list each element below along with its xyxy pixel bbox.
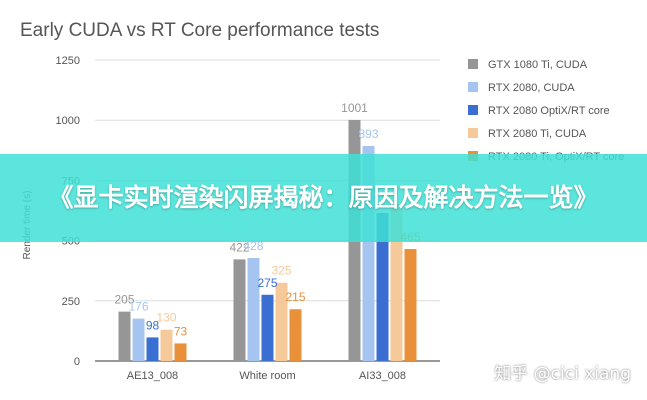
- x-tick-label: AI33_008: [359, 370, 406, 382]
- data-label: 205: [114, 293, 134, 307]
- y-tick-label: 1250: [56, 55, 80, 67]
- data-label: 130: [156, 311, 176, 325]
- bar: [275, 282, 288, 361]
- legend-label: RTX 2080 Ti, CUDA: [488, 128, 587, 140]
- bar: [404, 249, 417, 361]
- bar: [261, 294, 274, 361]
- watermark: 知乎 @cici xiang: [494, 364, 631, 384]
- data-label: 422: [229, 240, 249, 254]
- y-tick-label: 1000: [56, 115, 80, 127]
- data-label: 176: [128, 300, 148, 314]
- legend-label: GTX 1080 Ti, CUDA: [488, 59, 588, 71]
- bar: [146, 337, 159, 361]
- legend-label: RTX 2080, CUDA: [488, 82, 575, 94]
- data-label: 893: [358, 127, 378, 141]
- legend: GTX 1080 Ti, CUDA RTX 2080, CUDA RTX 2080 …: [468, 59, 624, 163]
- bar: [160, 329, 173, 361]
- banner-text: 《显卡实时渲染闪屏揭秘：原因及解决方法一览》: [48, 183, 599, 212]
- chart-title: Early CUDA vs RT Core performance tests: [20, 20, 379, 41]
- legend-swatch: [468, 105, 478, 115]
- data-label: 1001: [341, 101, 368, 115]
- legend-label: RTX 2080 OptiX/RT core: [488, 105, 610, 117]
- data-label: 73: [174, 324, 188, 338]
- bar: [289, 309, 302, 361]
- bar: [118, 311, 131, 361]
- data-label: 428: [243, 239, 263, 253]
- data-label: 98: [146, 318, 160, 332]
- bar: [132, 318, 145, 361]
- y-tick-label: 0: [74, 356, 80, 368]
- data-label: 325: [271, 264, 291, 278]
- bar: [376, 212, 389, 361]
- overlay-banner: 《显卡实时渲染闪屏揭秘：原因及解决方法一览》: [0, 154, 647, 242]
- data-label: 275: [257, 276, 277, 290]
- data-labels: 20517698130734224282753252151001893465: [114, 101, 420, 338]
- legend-swatch: [468, 128, 478, 138]
- bar: [247, 257, 260, 361]
- data-label: 215: [285, 290, 305, 304]
- legend-swatch: [468, 82, 478, 92]
- y-tick-label: 250: [62, 296, 80, 308]
- bar: [233, 259, 246, 361]
- bar: [174, 343, 187, 361]
- legend-swatch: [468, 59, 478, 69]
- bar: [390, 203, 403, 361]
- x-axis-ticks: AE13_008 White room AI33_008: [127, 370, 406, 382]
- x-tick-label: White room: [239, 370, 295, 382]
- x-tick-label: AE13_008: [127, 370, 178, 382]
